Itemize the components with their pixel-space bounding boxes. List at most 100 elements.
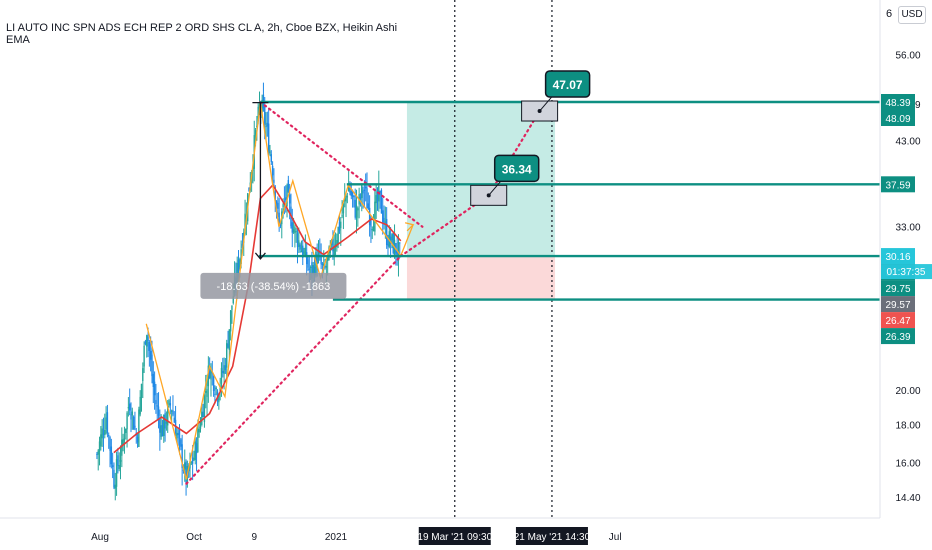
candle-body [218,394,220,403]
y-tick-2: 43.00 [895,136,920,147]
candle-body [144,341,147,345]
candle-body [151,354,153,377]
candle-body [353,195,355,198]
candle-body [267,123,270,154]
candle-body [108,435,110,437]
candle-body [143,345,145,367]
candle-body [202,411,204,418]
y-tick-5: 18.00 [895,420,920,431]
candle-body [361,185,363,198]
price-label-text: 48.09 [885,114,910,125]
candle-body [349,185,351,193]
candle-body [198,429,200,433]
candle-body [326,256,329,261]
candle-body [351,191,354,197]
x-highlight-label-1: 21 May '21 14:30 [514,527,591,545]
candle-body [153,381,156,396]
x-tick-3: 2021 [325,532,348,543]
candle-body [109,437,111,451]
candle-body [295,231,297,233]
y-tick-0: 56.00 [895,50,920,61]
candle-body [341,215,343,217]
candle-body [385,218,388,246]
candle-body [164,413,166,429]
candle-body [136,436,139,443]
candle-body [241,243,244,249]
target-callout-1: 47.07 [544,70,591,98]
candle-body [181,444,183,469]
candle-body [126,412,128,430]
candle-body [239,259,241,270]
candle-body [282,204,284,208]
measure-arrowhead [254,252,266,260]
candle-body [399,242,401,244]
loss-zone [406,256,556,299]
candle-body [266,122,269,127]
candle-body [177,432,179,436]
currency-button[interactable]: USD [898,6,926,24]
candle-body [298,240,300,247]
price-label-bg [881,328,915,345]
target-pointer-0 [488,181,502,196]
candle-body [304,247,307,257]
candle-body [307,259,309,268]
y-tick-6: 16.00 [895,459,920,470]
price-label-text: 29.57 [885,300,910,311]
price-label-text: 26.47 [885,316,910,327]
x-highlight-bg [515,527,588,545]
x-highlight-text: 21 May '21 14:30 [514,532,591,543]
price-label-5: 29.75 [881,280,915,297]
candle-body [101,428,103,439]
candle-body [195,443,198,454]
indicator-label-ema[interactable]: EMA [6,34,30,46]
candle-body [296,233,299,248]
candle-body [303,251,305,254]
candle-body [300,250,303,253]
candle-body [222,370,224,374]
candle-body [149,350,152,360]
candle-body [220,368,223,384]
candle-body [366,188,368,209]
candle-body [375,195,377,204]
x-tick-2: 9 [251,532,257,543]
candle-body [392,233,394,254]
y-tick-4: 20.00 [895,386,920,397]
candle-body [338,221,341,231]
y-tick-3: 33.00 [895,223,920,234]
candle-body [354,199,356,218]
candle-body [96,453,98,455]
candle-body [174,419,177,436]
candle-body [389,236,392,244]
candle-body [114,484,116,489]
y-tick-7: 14.40 [895,493,920,504]
target-pointer-1 [539,96,552,112]
candle-body [123,438,126,441]
candle-body [176,432,178,439]
candle-body [278,212,280,223]
candle-body [313,266,316,276]
candle-body [286,185,288,206]
candle-body [244,213,246,234]
price-label-8: 26.39 [881,328,915,345]
triangle-lower-line [185,254,402,485]
candle-body [333,247,335,257]
candle-body [323,263,325,267]
candle-body [180,439,182,447]
candle-body [110,446,113,465]
candle-body [138,409,140,447]
candle-body [391,234,393,241]
candle-body [261,99,263,113]
candle-body [248,187,250,192]
x-tick-4: Jul [609,532,622,543]
candle-body [316,254,318,264]
candle-body [254,130,257,141]
x-tick-1: Oct [186,532,202,543]
target-callout-text-0: 36.34 [502,162,532,176]
countdown-label: 01:37:35 [881,264,932,280]
candle-body [169,403,172,406]
candle-body [194,441,196,461]
candle-body [215,387,217,390]
price-label-bg [881,176,915,193]
candle-body [223,365,225,374]
